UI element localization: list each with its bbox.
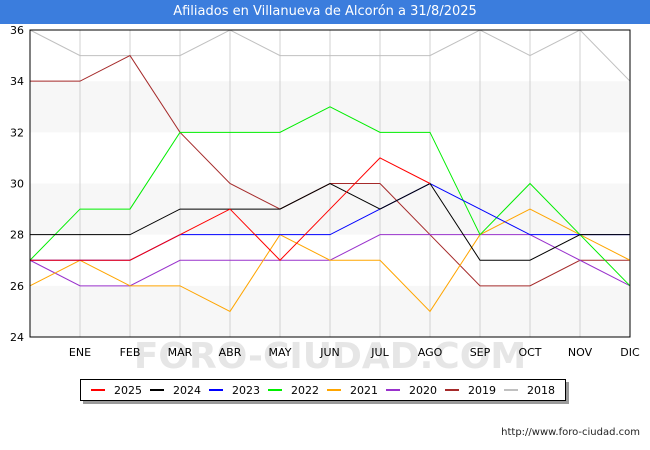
x-tick-label-may: MAY [269, 346, 292, 359]
legend-item-2022: 2022 [268, 384, 319, 397]
legend-swatch-2019 [445, 389, 459, 391]
y-tick-label-26: 26 [10, 280, 24, 293]
y-tick-label-28: 28 [10, 229, 24, 242]
x-tick-label-sep: SEP [470, 346, 491, 359]
legend-label-2025: 2025 [114, 383, 142, 397]
series-line-2022 [29, 106, 631, 287]
legend-swatch-2025 [91, 389, 105, 391]
legend-swatch-2023 [209, 389, 223, 391]
series-line-2025 [30, 157, 431, 261]
watermark: FORO-CIUDAD.COM [134, 336, 526, 377]
source-url[interactable]: http://www.foro-ciudad.com [501, 427, 640, 438]
plot-frame [29, 29, 631, 338]
x-axis-ticks: ENE FEB MAR ABR MAY JUN JUL AGO SEP OCT NOV DIC [69, 346, 640, 359]
x-tick-label-feb: FEB [120, 346, 141, 359]
x-tick-label-mar: MAR [168, 346, 193, 359]
x-tick-label-abr: ABR [219, 346, 242, 359]
x-tick-label-ene: ENE [69, 346, 91, 359]
x-tick-label-oct: OCT [518, 346, 541, 359]
y-tick-label-34: 34 [10, 75, 24, 88]
legend-label-2020: 2020 [409, 383, 437, 397]
y-axis-ticks: 24 26 28 30 32 34 36 [10, 24, 24, 344]
series-lines [29, 29, 631, 313]
legend-item-2023: 2023 [209, 384, 260, 397]
legend-label-2021: 2021 [350, 383, 378, 397]
x-tick-label-nov: NOV [568, 346, 593, 359]
legend-swatch-2022 [268, 389, 282, 391]
legend-swatch-2021 [327, 389, 341, 391]
y-tick-label-36: 36 [10, 24, 24, 37]
legend-swatch-2020 [386, 389, 400, 391]
legend-label-2022: 2022 [291, 383, 319, 397]
x-tick-label-ago: AGO [418, 346, 443, 359]
legend-item-2019: 2019 [445, 384, 496, 397]
legend-label-2024: 2024 [173, 383, 201, 397]
x-tick-label-dic: DIC [620, 346, 640, 359]
legend-label-2023: 2023 [232, 383, 260, 397]
x-tick-label-jul: JUL [370, 346, 389, 359]
x-tick-label-jun: JUN [319, 346, 340, 359]
y-tick-label-30: 30 [10, 178, 24, 191]
legend-swatch-2024 [150, 389, 164, 391]
series-line-2024 [30, 182, 630, 261]
y-tick-label-32: 32 [10, 126, 24, 139]
legend-label-2019: 2019 [468, 383, 496, 397]
y-tick-label-24: 24 [10, 331, 24, 344]
legend-item-2021: 2021 [327, 384, 378, 397]
legend-item-2020: 2020 [386, 384, 437, 397]
legend-item-2018: 2018 [504, 384, 555, 397]
chart-title: Afiliados en Villanueva de Alcorón a 31/… [0, 0, 650, 24]
legend-swatch-2018 [504, 389, 518, 391]
series-line-2021 [29, 208, 631, 313]
legend: 2025 2024 2023 2022 2021 2020 2019 2018 [80, 379, 566, 401]
legend-item-2025: 2025 [91, 384, 142, 397]
legend-label-2018: 2018 [527, 383, 555, 397]
legend-item-2024: 2024 [150, 384, 201, 397]
